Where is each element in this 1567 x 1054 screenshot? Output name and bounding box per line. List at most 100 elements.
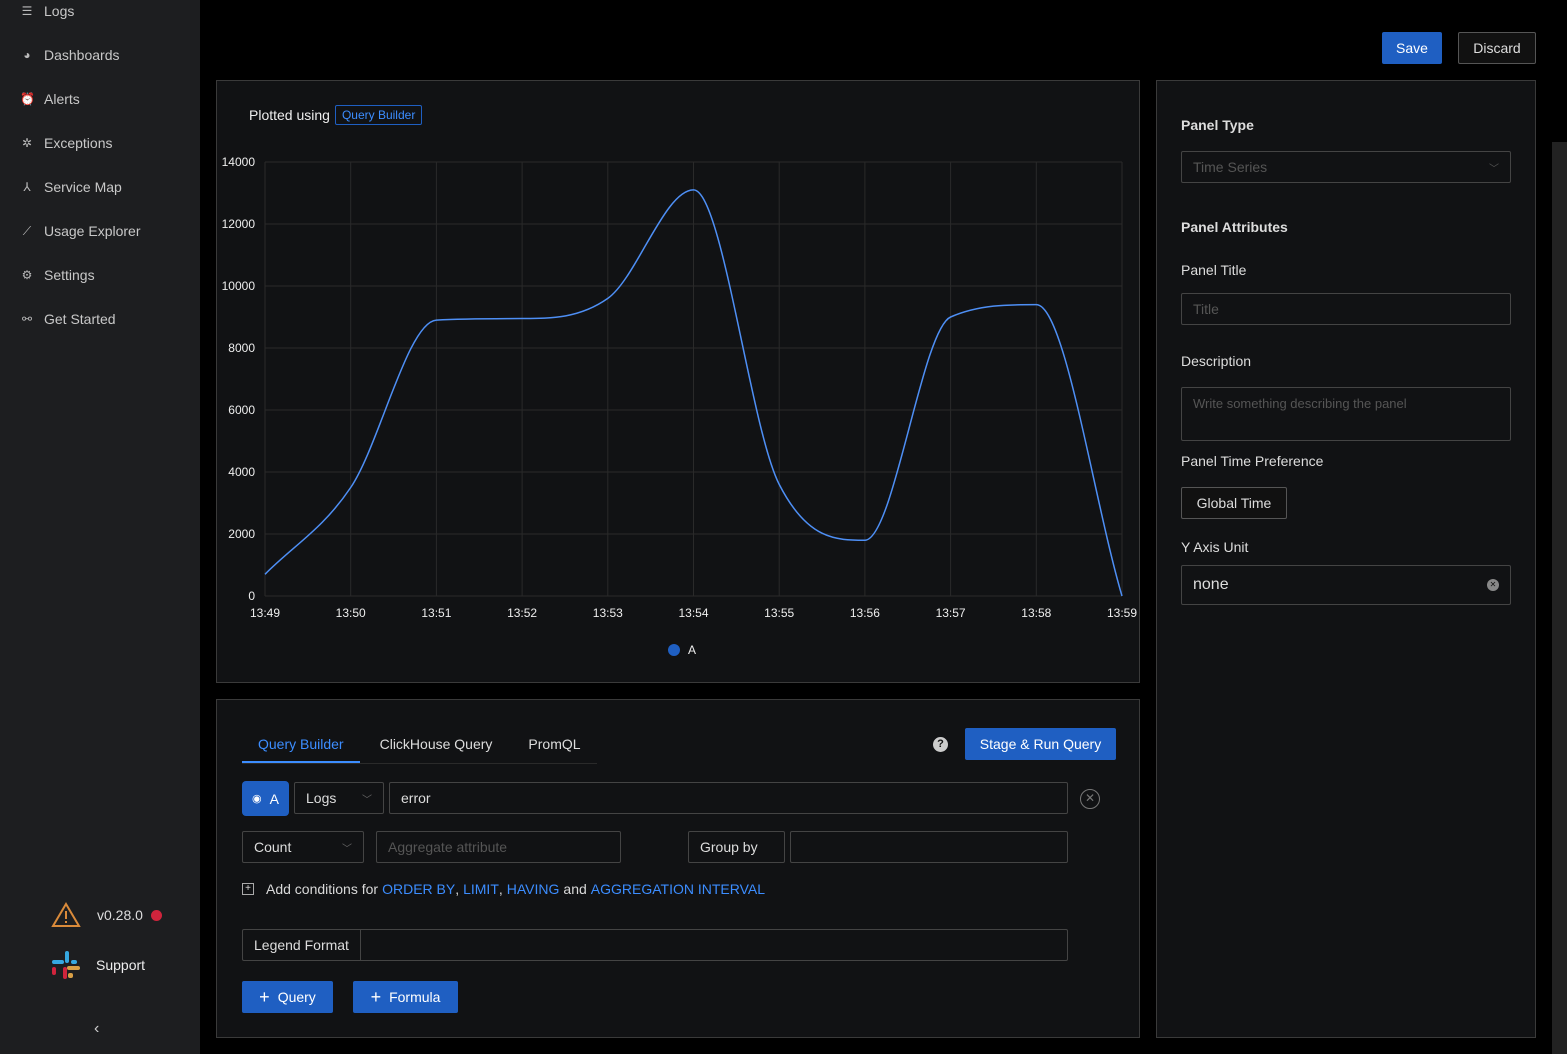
- eye-icon: ◉: [252, 793, 262, 805]
- help-icon[interactable]: ?: [933, 737, 948, 752]
- legend-marker: [668, 644, 680, 656]
- tab-promql[interactable]: PromQL: [528, 736, 581, 752]
- warning-icon: [51, 902, 81, 927]
- y-axis-unit-value: none: [1193, 576, 1229, 593]
- tab-query-builder[interactable]: Query Builder: [242, 724, 360, 763]
- nav-label: Settings: [44, 267, 95, 283]
- x-tick-label: 13:52: [507, 606, 537, 620]
- panel-title-input[interactable]: Title: [1181, 293, 1511, 325]
- dashboard-icon: ◕: [23, 48, 31, 62]
- y-tick-label: 4000: [228, 465, 255, 479]
- logs-icon: ☰: [21, 4, 33, 18]
- y-tick-label: 8000: [228, 341, 255, 355]
- order-by-link[interactable]: ORDER BY: [382, 881, 456, 897]
- y-tick-label: 2000: [228, 527, 255, 541]
- aggregate-attribute-input[interactable]: Aggregate attribute: [376, 831, 621, 863]
- sidebar: ☰ Logs ◕ Dashboards ⏰ Alerts ✲ Exceptions ⅄ S…: [0, 0, 200, 1054]
- x-tick-label: 13:51: [421, 606, 451, 620]
- series-line-A: [264, 189, 1123, 597]
- chart-panel: Plotted using Query Builder 0 2000 4000 600…: [216, 80, 1140, 683]
- discard-button[interactable]: Discard: [1458, 32, 1536, 64]
- support-item[interactable]: Support: [52, 951, 145, 979]
- panel-type-value: Time Series: [1193, 159, 1268, 175]
- description-textarea[interactable]: Write something describing the panel: [1181, 387, 1511, 441]
- line-chart-icon: ⟋: [22, 223, 32, 238]
- aggregate-value: Count: [254, 839, 292, 855]
- sidebar-item-service-map[interactable]: ⅄ Service Map: [20, 179, 122, 195]
- and-text: and: [563, 881, 587, 897]
- having-link[interactable]: HAVING: [506, 881, 560, 897]
- settings-panel: Panel Type Time Series ﹀ Panel Attributes…: [1156, 80, 1536, 1038]
- chevron-down-icon: ﹀: [1489, 163, 1499, 175]
- filter-input[interactable]: error: [389, 782, 1068, 814]
- x-tick-label: 13:59: [1107, 606, 1137, 620]
- alarm-icon: ⏰: [20, 92, 35, 106]
- query-toggle-button[interactable]: ◉ A: [242, 781, 289, 816]
- source-tag: Query Builder: [334, 105, 423, 125]
- sidebar-item-usage-explorer[interactable]: ⟋ Usage Explorer: [20, 223, 141, 239]
- plotted-using-label: Plotted using: [249, 107, 330, 123]
- expand-plus-icon[interactable]: +: [242, 883, 254, 895]
- save-button[interactable]: Save: [1382, 32, 1442, 64]
- legend-format-input[interactable]: Legend Format: [242, 929, 1068, 961]
- add-query-button[interactable]: + Query: [242, 981, 333, 1013]
- title-placeholder: Title: [1193, 301, 1219, 317]
- nav-label: Exceptions: [44, 135, 113, 151]
- description-label: Description: [1181, 353, 1252, 369]
- description-placeholder: Write something describing the panel: [1193, 396, 1407, 411]
- chevron-down-icon: ﹀: [342, 843, 352, 855]
- panel-type-select[interactable]: Time Series ﹀: [1181, 151, 1511, 183]
- add-formula-label: Formula: [389, 989, 441, 1005]
- x-tick-label: 13:58: [1021, 606, 1051, 620]
- separator: ,: [455, 881, 460, 897]
- nav-label: Usage Explorer: [44, 223, 141, 239]
- filter-value: error: [401, 790, 431, 806]
- aggregate-placeholder: Aggregate attribute: [388, 839, 508, 855]
- data-source-select[interactable]: Logs ﹀: [294, 782, 384, 814]
- stage-run-query-button[interactable]: Stage & Run Query: [965, 728, 1116, 760]
- gear-icon: ⚙: [21, 268, 33, 282]
- sidebar-item-logs[interactable]: ☰ Logs: [20, 3, 75, 19]
- plus-icon: +: [370, 986, 382, 1007]
- clear-icon[interactable]: ✕: [1487, 579, 1499, 591]
- x-tick-label: 13:53: [593, 606, 623, 620]
- conditions-prefix: Add conditions for: [266, 881, 379, 897]
- version-item[interactable]: v0.28.0: [51, 902, 162, 928]
- aggregation-interval-link[interactable]: AGGREGATION INTERVAL: [590, 881, 766, 897]
- y-tick-label: 14000: [222, 155, 256, 169]
- y-tick-label: 12000: [222, 217, 256, 231]
- x-tick-label: 13:50: [336, 606, 366, 620]
- nav-label: Alerts: [44, 91, 80, 107]
- support-text: Support: [96, 957, 146, 973]
- nav-label: Service Map: [44, 179, 122, 195]
- query-name: A: [269, 790, 279, 807]
- panel-attributes-heading: Panel Attributes: [1181, 219, 1288, 235]
- nav-label: Dashboards: [44, 47, 120, 63]
- limit-link[interactable]: LIMIT: [463, 881, 499, 897]
- x-tick-label: 13:55: [764, 606, 794, 620]
- panel-type-label: Panel Type: [1181, 117, 1254, 133]
- nav-label: Get Started: [44, 311, 116, 327]
- aggregate-operator-select[interactable]: Count ﹀: [242, 831, 364, 863]
- tab-clickhouse-query[interactable]: ClickHouse Query: [379, 736, 493, 752]
- bug-icon: ✲: [21, 136, 33, 150]
- add-formula-button[interactable]: + Formula: [353, 981, 458, 1013]
- sidebar-item-exceptions[interactable]: ✲ Exceptions: [20, 135, 113, 151]
- sidebar-item-alerts[interactable]: ⏰ Alerts: [20, 91, 80, 107]
- sidebar-item-settings[interactable]: ⚙ Settings: [20, 267, 95, 283]
- query-panel: Query Builder ClickHouse Query PromQL ? …: [216, 699, 1140, 1038]
- plus-icon: +: [259, 986, 270, 1007]
- time-preference-button[interactable]: Global Time: [1181, 487, 1287, 519]
- y-axis-unit-input[interactable]: none ✕: [1181, 565, 1511, 605]
- collapse-chevron-icon[interactable]: ‹: [94, 1020, 100, 1037]
- page-scrollbar[interactable]: [1552, 142, 1567, 1054]
- panel-title-label: Panel Title: [1181, 262, 1247, 278]
- y-axis-unit-label: Y Axis Unit: [1181, 539, 1249, 555]
- remove-query-icon[interactable]: ✕: [1080, 789, 1100, 809]
- group-by-input[interactable]: [790, 831, 1068, 863]
- sidebar-item-get-started[interactable]: ⚯ Get Started: [20, 311, 116, 327]
- x-tick-label: 13:49: [250, 606, 280, 620]
- slack-icon: [52, 951, 80, 979]
- nav-label: Logs: [44, 3, 75, 19]
- sidebar-item-dashboards[interactable]: ◕ Dashboards: [20, 47, 120, 63]
